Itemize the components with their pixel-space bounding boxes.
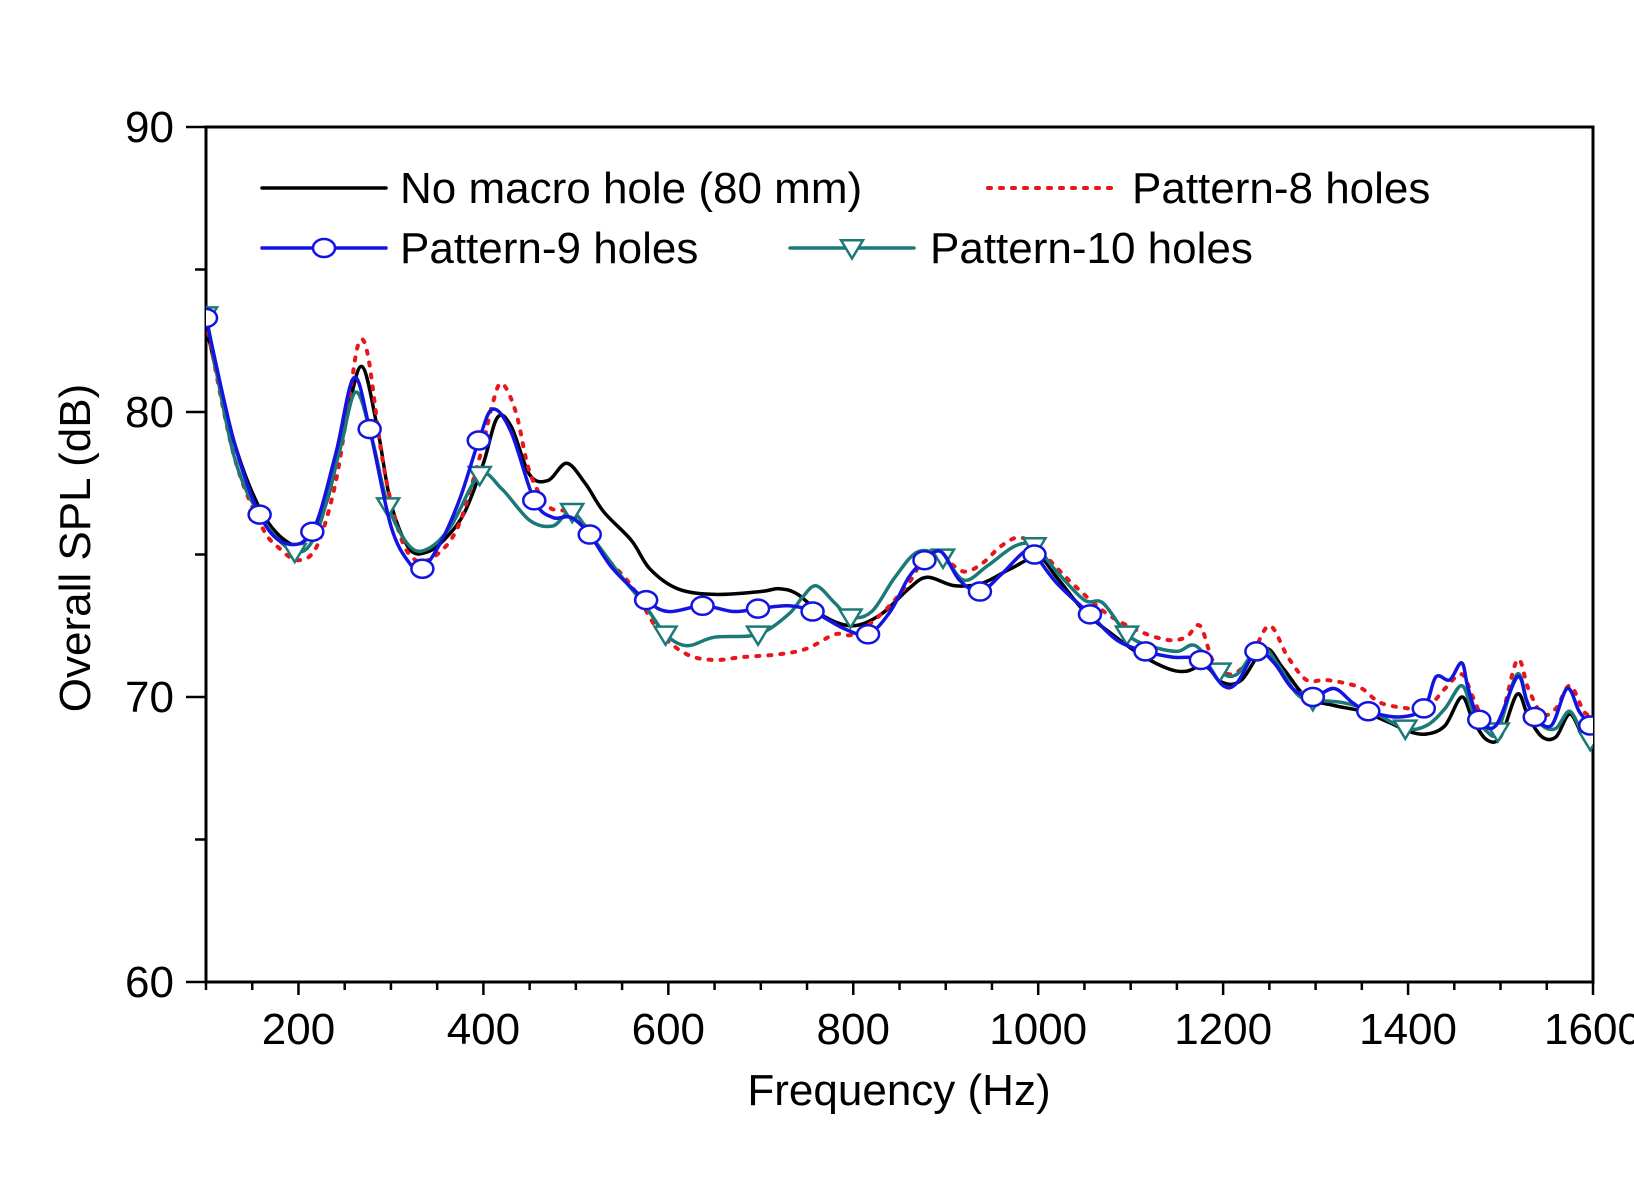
series-marker: [1022, 544, 1047, 565]
series-marker: [300, 521, 325, 542]
x-tick-label: 200: [262, 1005, 335, 1054]
series-pattern-8-holes: [206, 318, 1593, 731]
series-marker: [837, 608, 864, 631]
series-pattern-10-holes: [206, 306, 1593, 753]
series-marker: [558, 502, 586, 525]
series-marker: [1300, 686, 1326, 708]
series-marker: [1356, 701, 1381, 722]
x-tick-label: 400: [447, 1005, 520, 1054]
legend-entry: No macro hole (80 mm): [260, 164, 862, 213]
legend-entry: Pattern-10 holes: [788, 224, 1253, 273]
series-marker: [1522, 706, 1547, 728]
series-marker: [374, 497, 402, 519]
x-tick-label: 1600: [1544, 1005, 1634, 1054]
legend-entry: Pattern-8 holes: [986, 164, 1430, 213]
legend-label: Pattern-10 holes: [930, 224, 1253, 273]
series-marker: [1392, 719, 1419, 742]
series-line: [206, 318, 1593, 731]
series-marker: [652, 625, 679, 648]
legend-marker: [838, 239, 866, 261]
series-marker: [800, 601, 825, 622]
x-tick-label: 1000: [989, 1005, 1087, 1054]
legend-label: No macro hole (80 mm): [400, 164, 862, 213]
axes: 200 400 600 800 1000 1200 1400 1600 60 70 80 90: [125, 103, 1634, 1054]
legend-marker: [311, 237, 337, 259]
x-axis-title: Frequency (Hz): [747, 1066, 1050, 1115]
series-line: [206, 313, 1592, 742]
series-marker: [247, 504, 272, 525]
series-marker: [1411, 698, 1437, 719]
series-marker: [744, 625, 772, 648]
series-marker: [577, 524, 602, 545]
y-tick-label: 90: [125, 103, 174, 152]
legend: No macro hole (80 mm) Pattern-8 holes Patt…: [260, 164, 1430, 273]
series-marker: [1077, 604, 1103, 625]
series-marker: [633, 589, 659, 611]
y-tick-label: 70: [125, 673, 174, 722]
series-marker: [357, 418, 382, 440]
x-tick-label: 1200: [1174, 1005, 1272, 1054]
series-marker: [522, 490, 547, 511]
series-marker: [410, 558, 435, 579]
series-marker: [912, 549, 937, 571]
series-pattern-9-holes: [206, 307, 1593, 736]
series-no-macro-hole-80-mm: [206, 324, 1593, 744]
series-marker: [1113, 625, 1141, 648]
y-tick-label: 80: [125, 388, 174, 437]
legend-label: Pattern-8 holes: [1132, 164, 1430, 213]
x-tick-label: 800: [817, 1005, 890, 1054]
series-marker: [745, 598, 771, 619]
series-group: [206, 306, 1593, 753]
series-marker: [1467, 709, 1492, 731]
x-tick-label: 1400: [1359, 1005, 1457, 1054]
y-axis-title: Overall SPL (dB): [51, 384, 100, 712]
series-marker: [1244, 641, 1269, 662]
series-line: [206, 324, 1593, 744]
legend-label: Pattern-9 holes: [400, 224, 698, 273]
series-marker: [690, 595, 715, 617]
series-marker: [466, 465, 493, 488]
series-marker: [1577, 715, 1593, 736]
series-marker: [1188, 649, 1214, 671]
series-marker: [466, 430, 492, 451]
series-marker: [206, 307, 219, 329]
legend-entry: Pattern-9 holes: [260, 224, 698, 273]
x-tick-label: 600: [632, 1005, 705, 1054]
series-line: [206, 316, 1592, 731]
series-marker: [967, 581, 993, 602]
series-marker: [855, 624, 881, 645]
series-marker: [1133, 641, 1158, 662]
y-tick-label: 60: [125, 958, 174, 1007]
